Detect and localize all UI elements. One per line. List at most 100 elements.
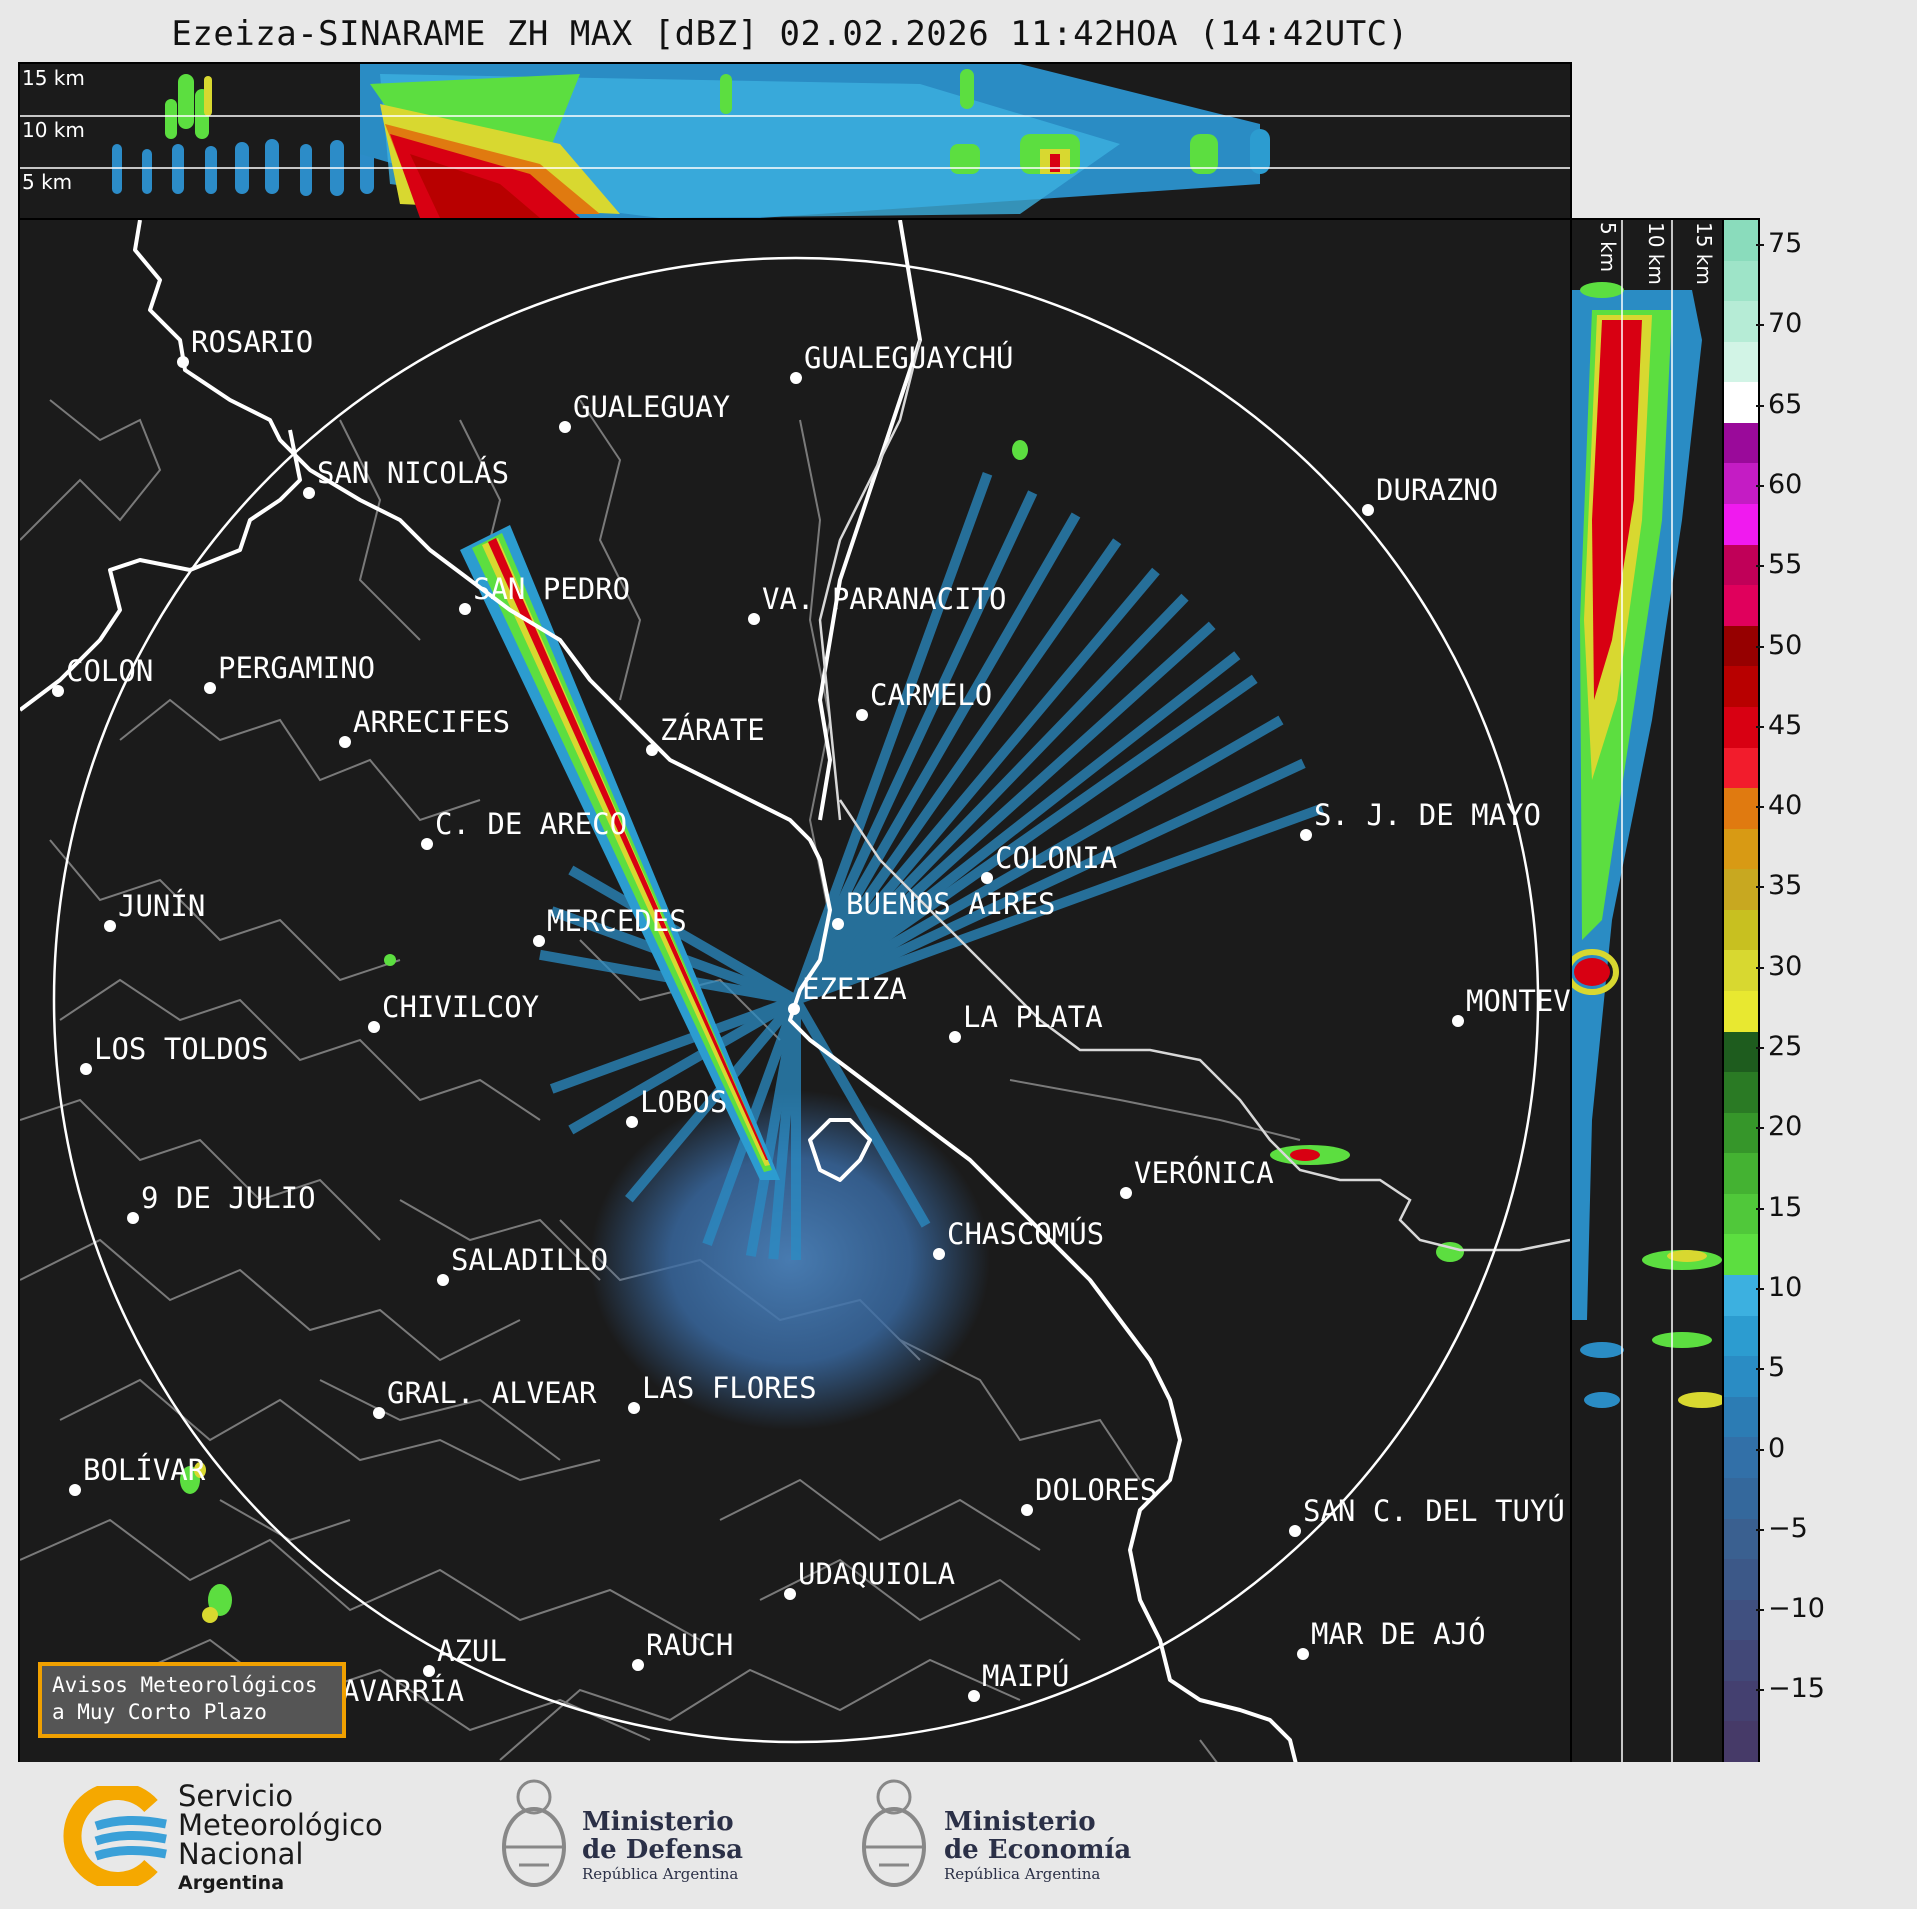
colorbar-tick-label: 0: [1768, 1432, 1786, 1464]
economia-line1: Ministerio: [944, 1807, 1096, 1837]
city-label: CARMELO: [870, 678, 992, 712]
radar-ray: [791, 512, 1081, 1003]
radar-ray: [791, 538, 1122, 1003]
city-label: C. DE ARECO: [435, 807, 627, 841]
city-label: GUALEGUAY: [573, 390, 730, 424]
city-label: VERÓNICA: [1134, 1156, 1274, 1190]
colorbar-tick-mark: [1756, 886, 1764, 889]
colorbar-tick-label: 75: [1768, 228, 1803, 259]
colorbar-segment: [1724, 1396, 1758, 1438]
colorbar-segment: [1724, 1356, 1758, 1398]
colorbar-tick-label: −10: [1768, 1593, 1825, 1625]
colorbar-segment: [1724, 1072, 1758, 1114]
side-height-label-5km: 5 km: [1596, 222, 1620, 273]
uruguay-coast: [818, 339, 1570, 1252]
economia-line3: República Argentina: [944, 1865, 1101, 1883]
admin-boundaries: [20, 399, 1301, 1762]
colorbar-segment: [1724, 1640, 1758, 1682]
colorbar-segment: [1724, 991, 1758, 1033]
city-marker: [80, 1063, 92, 1075]
city-marker: [790, 372, 802, 384]
radar-ray: [794, 803, 1324, 1005]
avisos-line2: a Muy Corto Plazo: [52, 1700, 267, 1724]
colorbar-segment: [1724, 1031, 1758, 1073]
radar-ray: [793, 758, 1306, 1005]
colorbar-segment: [1724, 828, 1758, 870]
colorbar-segment: [1724, 422, 1758, 464]
radar-map-panel[interactable]: ROSARIO GUALEGUAYCHÚ GUALEGUAY SAN NICOLÁS D…: [18, 218, 1572, 1764]
colorbar-segment: [1724, 1437, 1758, 1479]
colorbar-segment: [1724, 950, 1758, 992]
colorbar-tick-mark: [1756, 1689, 1764, 1692]
city-label: UDAQUIOLA: [798, 1557, 955, 1591]
colorbar-tick-mark: [1756, 1287, 1764, 1290]
side-height-label-10km: 10 km: [1644, 222, 1668, 285]
colorbar-segment: [1724, 504, 1758, 546]
top-cross-section-panel: 15 km 10 km 5 km: [18, 62, 1572, 220]
city-marker: [856, 709, 868, 721]
city-marker: [626, 1116, 638, 1128]
colorbar-segment: [1724, 301, 1758, 343]
city-marker: [559, 421, 571, 433]
colorbar-segment: [1724, 1680, 1758, 1722]
city-label: RAUCH: [646, 1628, 733, 1662]
city-marker: [968, 1690, 980, 1702]
city-label: ZÁRATE: [660, 713, 765, 747]
defensa-coat-of-arms-icon: [502, 1779, 566, 1887]
side-height-label-15km: 15 km: [1692, 222, 1716, 285]
colorbar-tick-label: 35: [1768, 870, 1803, 902]
colorbar-tick-mark: [1756, 404, 1764, 407]
city-label: SAN NICOLÁS: [317, 456, 509, 490]
city-marker: [533, 935, 545, 947]
city-marker: [1289, 1525, 1301, 1537]
radar-ray: [792, 567, 1160, 1004]
city-label: EZEIZA: [802, 972, 907, 1006]
colorbar-segment: [1724, 463, 1758, 505]
city-label: COLON: [66, 654, 153, 688]
colorbar-tick-label: 55: [1768, 549, 1803, 581]
radar-ray: [549, 995, 798, 1094]
city-label: MERCEDES: [547, 904, 687, 938]
city-label: SALADILLO: [451, 1243, 608, 1277]
colorbar-tick-mark: [1756, 1448, 1764, 1451]
avisos-box[interactable]: Avisos Meteorológicos a Muy Corto Plazo: [38, 1662, 346, 1738]
colorbar-tick-mark: [1756, 1528, 1764, 1531]
smn-line2: Meteorológico: [178, 1808, 383, 1842]
city-marker: [303, 487, 315, 499]
city-marker: [933, 1248, 945, 1260]
radar-ray: [625, 996, 800, 1203]
city-label: BOLÍVAR: [83, 1453, 206, 1487]
city-label: ARRECIFES: [353, 705, 510, 739]
city-marker: [437, 1274, 449, 1286]
colorbar-segment: [1724, 1153, 1758, 1195]
colorbar-segment: [1724, 909, 1758, 951]
city-marker: [628, 1402, 640, 1414]
colorbar-segment: [1724, 1193, 1758, 1235]
city-label: COLONIA: [995, 841, 1117, 875]
radar-ray: [792, 651, 1241, 1004]
city-label: AZUL: [437, 1634, 507, 1668]
city-label: GUALEGUAYCHÚ: [804, 341, 1014, 375]
footer: [0, 1762, 1917, 1909]
side-cross-section-panel: 5 km 10 km 15 km: [1570, 218, 1724, 1764]
city-marker: [177, 356, 189, 368]
city-marker: [204, 682, 216, 694]
city-label: GRAL. ALVEAR: [387, 1376, 597, 1410]
colorbar: [1722, 218, 1760, 1764]
radar-ray: [568, 865, 799, 1005]
radar-map[interactable]: ROSARIO GUALEGUAYCHÚ GUALEGUAY SAN NICOLÁS D…: [20, 220, 1570, 1762]
colorbar-segment: [1724, 747, 1758, 789]
colorbar-tick-mark: [1756, 806, 1764, 809]
radar-ray: [568, 995, 799, 1135]
radar-echoes: [180, 440, 1464, 1623]
radar-ray: [793, 715, 1284, 1005]
city-marker: [632, 1659, 644, 1671]
colorbar-tick-label: −15: [1768, 1673, 1825, 1705]
colorbar-tick-label: −5: [1768, 1512, 1808, 1544]
height-label-10km: 10 km: [22, 118, 85, 142]
city-marker: [69, 1484, 81, 1496]
colorbar-segment: [1724, 585, 1758, 627]
city-label: MAR DE AJÓ: [1311, 1617, 1486, 1651]
city-label: BUENOS AIRES: [846, 887, 1056, 921]
colorbar-tick-mark: [1756, 1609, 1764, 1612]
